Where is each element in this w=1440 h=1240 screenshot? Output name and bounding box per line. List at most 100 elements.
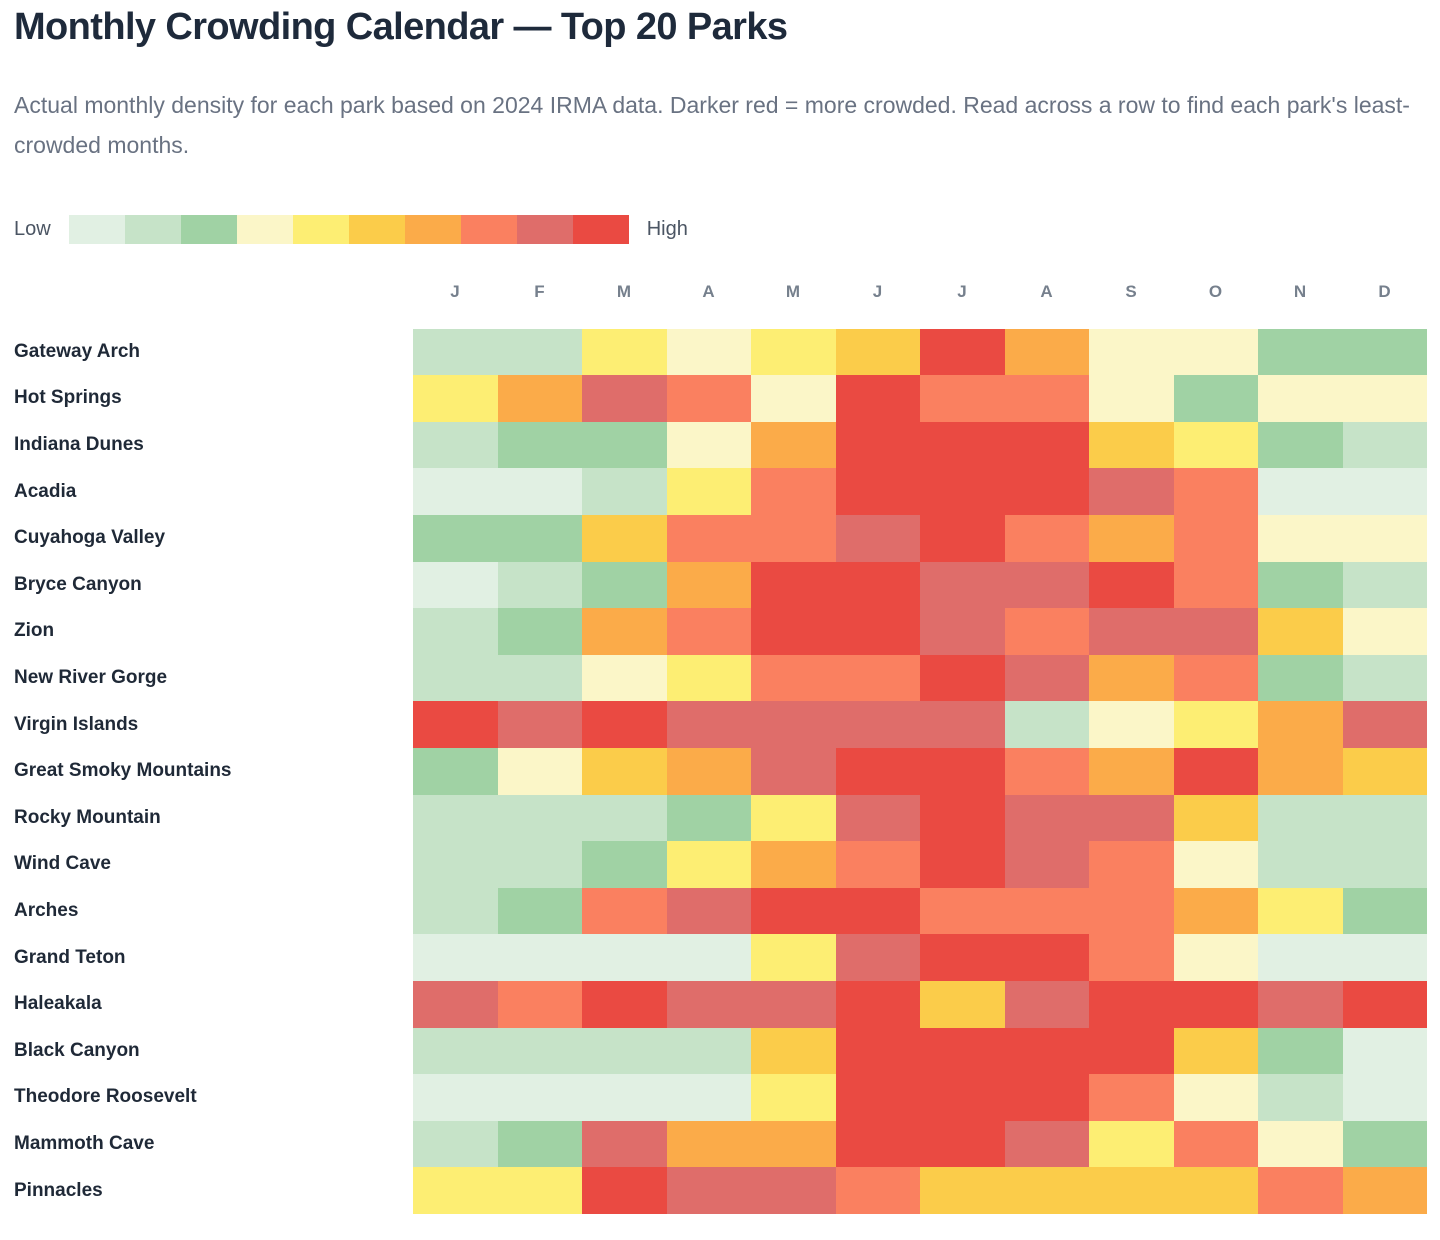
heatmap-cell [1089,841,1174,888]
heatmap-cell [1173,747,1258,795]
heatmap-cell [835,794,920,842]
color-legend: Low High [14,215,1426,244]
heatmap-cell [1258,701,1343,748]
park-label: Mammoth Cave [14,1132,155,1154]
heatmap-cell [497,561,582,609]
heatmap-cell [835,328,920,376]
chart-subtitle: Actual monthly density for each park bas… [14,92,1410,158]
heatmap-cell [1342,421,1427,469]
heatmap-cell [751,794,836,842]
heatmap-cell [1342,375,1427,422]
legend-swatch-level-8 [516,215,573,244]
heatmap-cell [413,701,498,748]
heatmap-cell [1173,887,1258,935]
heatmap-cell [920,654,1005,702]
heatmap-cell [1089,701,1174,748]
heatmap-cell [497,1074,582,1121]
heatmap-cell [835,654,920,702]
heatmap-cell [835,1074,920,1121]
heatmap-cell [1004,421,1089,469]
month-header-6: J [872,282,883,301]
heatmap-cell [920,1074,1005,1121]
park-label: Hot Springs [14,387,122,409]
legend-swatch-level-9 [572,215,629,244]
park-label: New River Gorge [14,667,168,689]
heatmap-cell [1173,468,1258,515]
heatmap-cell [1004,608,1089,655]
heatmap-cell [413,1167,498,1214]
heatmap-cell [497,468,582,515]
heatmap-cell [1173,375,1258,422]
park-label: Great Smoky Mountains [14,760,232,782]
heatmap-cell [413,608,498,655]
heatmap-cell [582,1167,667,1214]
park-label: Arches [14,900,79,922]
heatmap-cell [1089,608,1174,655]
heatmap-cell [751,608,836,655]
heatmap-cell [1258,1074,1343,1121]
heatmap-cell [413,841,498,888]
heatmap-cell [1342,328,1427,376]
heatmap-cell [413,375,498,422]
heatmap-cell [1173,841,1258,888]
park-label: Black Canyon [14,1039,140,1061]
heatmap-cell [920,375,1005,422]
month-header-7: J [957,282,968,301]
month-header-9: S [1125,282,1138,301]
heatmap-cell [1342,468,1427,515]
heatmap-cell [413,561,498,609]
heatmap-cell [835,1120,920,1168]
heatmap-cell [1004,514,1089,562]
legend-swatch-level-3 [236,215,293,244]
heatmap-cell [666,654,751,702]
heatmap-cell [1342,1074,1427,1121]
heatmap-cell [1258,375,1343,422]
park-label: Cuyahoga Valley [14,527,166,549]
heatmap-cell [497,701,582,748]
heatmap-cell [1089,934,1174,981]
heatmap-cell [497,747,582,795]
heatmap-cell [751,654,836,702]
heatmap-cell [1004,980,1089,1028]
heatmap-cell [1004,561,1089,609]
heatmap-cell [413,654,498,702]
heatmap-cell [1258,934,1343,981]
heatmap-cell [413,1027,498,1075]
heatmap-cell [1258,421,1343,469]
crowding-heatmap: J F M A M J J A S O N D Gateway Arch Hot Springs India… [14,282,1427,1214]
park-label: Gateway Arch [14,340,141,362]
page-title: Monthly Crowding Calendar — Top 20 Parks [14,6,788,48]
heatmap-cell [751,468,836,515]
heatmap-cell [1173,561,1258,609]
heatmap-cell [1089,1027,1174,1075]
heatmap-cell [1258,1027,1343,1075]
heatmap-cell [1004,468,1089,515]
heatmap-cell [1258,468,1343,515]
heatmap-cell [1173,1027,1258,1075]
heatmap-cell [1173,608,1258,655]
heatmap-cell [751,1120,836,1168]
heatmap-cell [751,328,836,376]
heatmap-cell [1004,841,1089,888]
heatmap-cell [1089,794,1174,842]
month-header-5: M [785,282,801,301]
heatmap-cell [666,887,751,935]
heatmap-cell [1342,841,1427,888]
heatmap-cell [582,608,667,655]
heatmap-cell [1089,468,1174,515]
legend-swatch-level-2 [180,215,237,244]
heatmap-cell [666,375,751,422]
heatmap-cell [413,934,498,981]
heatmap-cell [1173,934,1258,981]
month-header-2: F [534,282,546,301]
heatmap-cell [920,1027,1005,1075]
heatmap-cell [751,1167,836,1214]
heatmap-cell [582,1027,667,1075]
heatmap-cell [1173,1167,1258,1214]
park-label: Virgin Islands [14,713,139,735]
heatmap-cell [1258,1120,1343,1168]
heatmap-cell [920,421,1005,469]
heatmap-cell [666,747,751,795]
heatmap-cell [920,934,1005,981]
heatmap-cell [1342,654,1427,702]
